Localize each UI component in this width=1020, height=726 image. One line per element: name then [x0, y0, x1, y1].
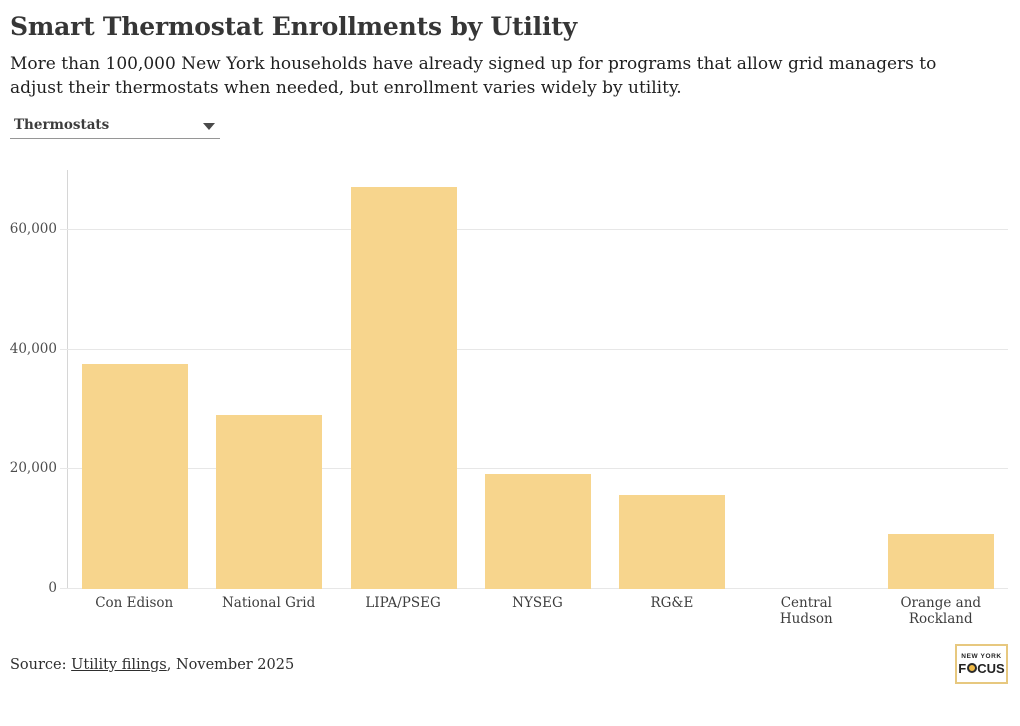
metric-dropdown-value: Thermostats [14, 117, 110, 133]
source-note: Source: Utility filings, November 2025 [10, 657, 294, 673]
bar-con-edison [82, 364, 189, 589]
gridline [60, 468, 1008, 470]
source-prefix: Source: [10, 657, 72, 673]
page-title: Smart Thermostat Enrollments by Utility [10, 12, 577, 41]
bar-rg-e [619, 495, 726, 589]
chart-subtitle: More than 100,000 New York households ha… [10, 54, 937, 98]
x-axis-label: Central Hudson [779, 595, 833, 627]
plot-area [60, 170, 1008, 589]
x-axis-label: Orange and Rockland [900, 595, 982, 627]
bar-band [605, 170, 739, 589]
chart-header: Smart Thermostat Enrollments by Utility … [10, 0, 1000, 100]
bar-band [337, 170, 471, 589]
bar-orange-and-rockland [887, 534, 994, 589]
bar-band [202, 170, 336, 589]
logo-text-newyork: NEW YORK [961, 652, 1002, 660]
bar-national-grid [216, 415, 323, 589]
x-axis-label: Con Edison [95, 595, 174, 611]
bar-band [471, 170, 605, 589]
chevron-down-icon [203, 123, 215, 130]
logo-letter-f: F [958, 660, 967, 676]
x-axis-label: LIPA/PSEG [365, 595, 441, 611]
x-axis-label: National Grid [221, 595, 316, 611]
logo-letters-cus: CUS [977, 660, 1005, 676]
metric-dropdown[interactable]: Thermostats [10, 113, 220, 139]
y-axis: 0 20,000 40,000 60,000 [0, 170, 57, 596]
bar-lipa-pseg [350, 187, 457, 589]
y-axis-tick-label: 0 [48, 580, 57, 596]
y-axis-tick-label: 40,000 [9, 340, 57, 357]
bar-band [68, 170, 202, 589]
x-axis: Con Edison National Grid LIPA/PSEG NYSEG RG&… [67, 595, 1008, 627]
logo-text-focus: F CUS [958, 661, 1004, 676]
logo-o-icon [966, 663, 977, 673]
bar-nyseg [484, 474, 592, 589]
bar-chart: 0 20,000 40,000 60,000 Con Edison National G… [0, 170, 1020, 640]
bar-band [739, 170, 873, 589]
gridline [60, 348, 1008, 350]
y-axis-tick-label: 60,000 [9, 220, 57, 237]
nyfocus-logo[interactable]: NEW YORK F CUS [955, 644, 1008, 684]
x-axis-label: RG&E [650, 595, 694, 611]
bar-band [874, 170, 1008, 589]
gridline [60, 228, 1008, 230]
source-link[interactable]: Utility filings [71, 657, 167, 673]
source-suffix: , November 2025 [166, 657, 295, 673]
x-axis-label: NYSEG [512, 595, 563, 611]
y-axis-tick-label: 20,000 [9, 460, 57, 477]
